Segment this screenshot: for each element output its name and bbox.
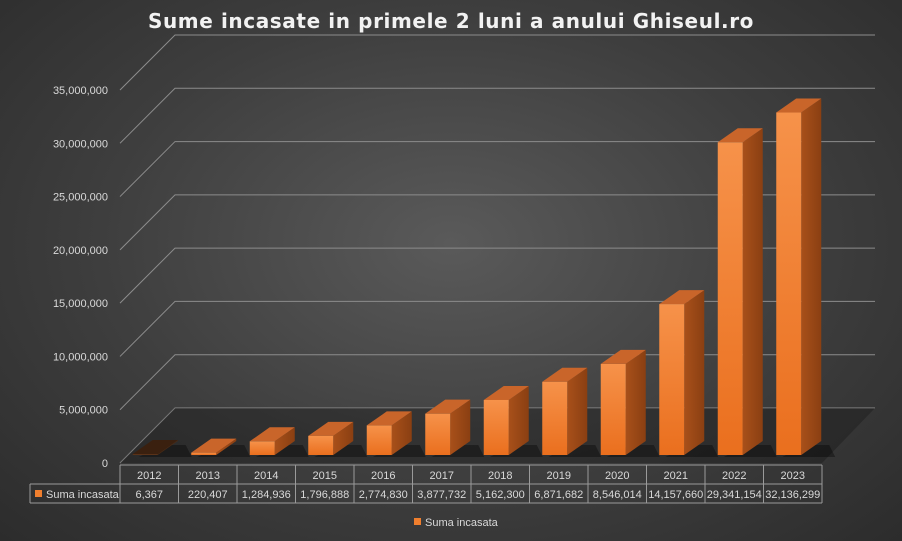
bar-top [659,290,705,305]
data-label: 2,774,830 [359,489,408,501]
table-series-name: Suma incasata [46,489,120,501]
data-label: 6,871,682 [534,489,583,501]
bar-side [274,427,295,455]
bar-side [684,290,705,455]
bar-front [600,363,626,455]
bar-top [249,427,295,442]
gridline [119,34,875,91]
bar-front [425,413,451,455]
gridlines [119,34,875,464]
y-axis-ticks: 0 5,000,000 10,000,000 15,000,000 20,000,000… [53,85,108,470]
bar-front [308,435,334,455]
bar-2018 [483,385,543,457]
bar-side [391,411,412,455]
bar-2019 [542,367,602,457]
bar-top [308,421,354,436]
bar-top [132,440,178,454]
x-tick-label: 2016 [371,470,395,482]
data-label: 32,136,299 [765,489,820,501]
y-tick-label: 0 [102,458,108,470]
bar-front [366,425,392,455]
x-tick-label: 2020 [605,470,629,482]
bar-2014 [249,427,309,457]
data-table: 2012 6,367 2013 220,407 2014 1,284,936 2015 1,7… [29,464,823,504]
bar-front [132,454,158,455]
bar-front [659,304,685,455]
bar-2015 [308,421,368,457]
data-label: 3,877,732 [417,489,466,501]
bar-top [717,128,763,143]
bar-front [483,399,509,455]
bar-top [600,349,646,364]
bar-side [450,399,471,455]
bar-top [542,367,588,382]
x-tick-label: 2022 [722,470,746,482]
bar-side [333,421,354,455]
y-tick-label: 20,000,000 [53,245,108,257]
data-label: 6,367 [135,489,163,501]
x-tick-label: 2015 [313,470,337,482]
gridline [119,87,875,144]
bar-side [625,349,646,455]
x-tick-label: 2018 [488,470,512,482]
gridline [119,141,875,197]
data-label: 14,157,660 [648,489,703,501]
y-tick-label: 10,000,000 [53,351,108,363]
bar-2016 [366,411,426,457]
bar-2013 [191,438,251,457]
bar-side [742,128,763,455]
gridline [119,300,875,357]
bar-front [249,441,275,455]
data-label: 5,162,300 [476,489,525,501]
y-tick-label: 15,000,000 [53,298,108,310]
bar-top [191,438,237,453]
bar-front [717,142,743,455]
bar-top [483,385,529,400]
y-tick-label: 5,000,000 [59,405,108,417]
bars [132,98,836,457]
bar-2012 [132,440,192,457]
x-tick-label: 2017 [430,470,454,482]
bar-2020 [600,349,660,457]
y-tick-label: 30,000,000 [53,138,108,150]
bar-top [366,411,412,426]
data-label: 1,284,936 [242,489,291,501]
legend-label: Suma incasata [425,517,499,529]
table-legend-key [35,490,42,497]
legend-swatch [414,518,421,525]
bar-front [542,381,568,455]
data-label: 29,341,154 [707,489,762,501]
legend: Suma incasata [414,517,499,529]
bar-2017 [425,399,485,457]
data-label: 220,407 [188,489,228,501]
data-label: 1,796,888 [300,489,349,501]
chart-title: Sume incasate in primele 2 luni a anului… [147,9,755,33]
bar-2022 [717,128,777,457]
x-tick-label: 2013 [196,470,220,482]
bar-side [801,98,822,456]
x-tick-label: 2014 [254,470,278,482]
bar-side [508,385,529,455]
bar-2023 [776,98,836,457]
x-tick-label: 2021 [664,470,688,482]
y-tick-label: 35,000,000 [53,85,108,97]
gridline [119,194,875,251]
data-label: 8,546,014 [593,489,642,501]
bar-top [425,399,471,414]
bar-side [216,438,237,455]
x-tick-label: 2012 [137,470,161,482]
bar-side [157,440,178,455]
bar-top [776,98,822,113]
gridline [119,247,875,304]
bar-2021 [659,290,719,457]
bar-front [776,112,802,456]
x-tick-label: 2019 [547,470,571,482]
bar-side [567,367,588,455]
y-tick-label: 25,000,000 [53,192,108,204]
x-tick-label: 2023 [781,470,805,482]
bar-front [191,452,217,455]
